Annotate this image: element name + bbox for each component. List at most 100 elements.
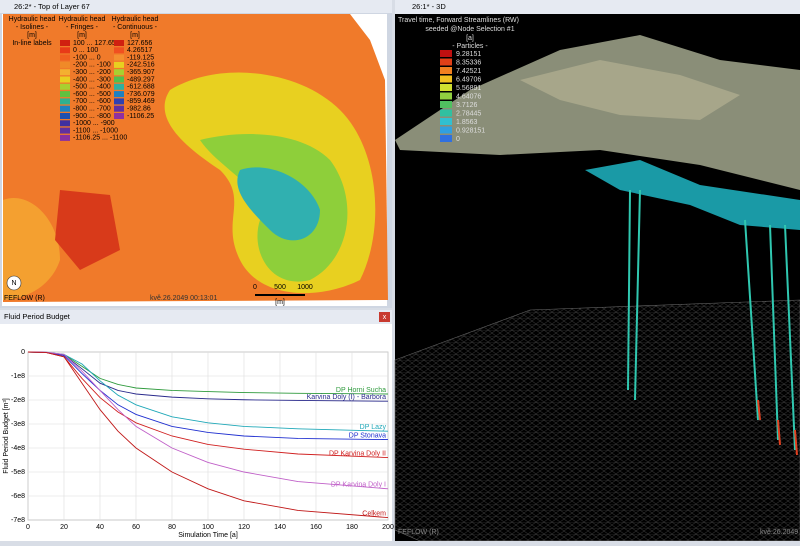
legend-swatch (60, 40, 70, 46)
legend-swatch (114, 98, 124, 105)
north-label: N (11, 280, 16, 287)
y-tick-label: -4e8 (11, 445, 25, 452)
y-tick-label: -5e8 (11, 469, 25, 476)
title-bar[interactable] (0, 310, 392, 324)
legend-style: - Isolines - (16, 24, 49, 31)
legend-unit: [m] (77, 32, 87, 39)
legend-swatch (60, 47, 70, 54)
legend-swatch (114, 83, 124, 90)
legend-item: -300 ... -200 (73, 69, 111, 76)
legend-item: 3.7126 (456, 102, 478, 109)
x-tick-label: 80 (168, 524, 176, 531)
legend-title: Travel time, Forward Streamlines (RW) (398, 17, 519, 24)
brand: FEFLOW (R) (4, 295, 45, 302)
legend-swatch (440, 84, 452, 91)
legend-note: In-line labels (12, 40, 52, 47)
title-bar[interactable] (0, 0, 392, 13)
legend-item: 5.56891 (456, 85, 481, 92)
legend-swatch (440, 75, 452, 83)
legend-item: -700 ... -600 (73, 98, 111, 105)
legend-item: 0.928151 (456, 127, 485, 134)
y-tick-label: -6e8 (11, 493, 25, 500)
legend-item: 2.78445 (456, 110, 481, 117)
legend-swatch (60, 120, 70, 127)
series-line (27, 351, 389, 441)
legend-swatch (114, 91, 124, 98)
series-label: Karvina Doly (I) - Barbora (307, 394, 386, 401)
legend-item: 127.656 (127, 40, 152, 47)
title-bar[interactable] (395, 0, 800, 14)
x-tick-label: 140 (274, 524, 286, 531)
x-tick-label: 60 (132, 524, 140, 531)
legend-item: 1.8563 (456, 119, 478, 126)
x-tick-label: 200 (382, 524, 394, 531)
close-button[interactable] (379, 312, 390, 322)
legend-swatch (440, 67, 452, 74)
legend-swatch (60, 54, 70, 61)
timestamp: kvě.26.2049 (760, 529, 798, 536)
legend-item: -100 ... 0 (73, 54, 101, 61)
x-tick-label: 0 (26, 524, 30, 531)
window-title: 26:1* - 3D (412, 2, 446, 11)
close-label[interactable]: x (383, 314, 387, 321)
y-tick-label: 0 (21, 349, 25, 356)
x-tick-label: 180 (346, 524, 358, 531)
legend-item: -500 ... -400 (73, 84, 111, 91)
legend-item: -800 ... -700 (73, 106, 111, 113)
legend-swatch (60, 113, 70, 119)
series-line (27, 351, 389, 519)
map-zone (55, 190, 120, 270)
series-label: DP Karvina Doly II (329, 450, 386, 457)
scale-unit: [m] (275, 299, 285, 306)
legend-swatch (114, 69, 124, 76)
legend-item: 0 ... 100 (73, 47, 98, 54)
legend-item: 0 (456, 136, 460, 143)
y-tick-label: -3e8 (11, 421, 25, 428)
x-tick-label: 120 (238, 524, 250, 531)
legend-swatch (60, 61, 70, 68)
legend-swatch (114, 47, 124, 54)
x-tick-label: 100 (202, 524, 214, 531)
scale-label: 0 (253, 284, 257, 291)
legend-item: -1106.25 (127, 113, 154, 120)
legend-swatch (60, 83, 70, 90)
x-axis-title: Simulation Time [a] (178, 532, 238, 539)
x-tick-label: 20 (60, 524, 68, 531)
streamlines (627, 189, 796, 451)
y-tick-label: -2e8 (11, 397, 25, 404)
legend-item: -200 ... -100 (73, 62, 111, 69)
terrain-ridge (520, 60, 740, 120)
streamlines (585, 160, 800, 230)
scale-label: 1000 (297, 284, 313, 291)
legend-swatch (440, 126, 452, 134)
series-label: DP Horni Sucha (336, 387, 386, 394)
series-label: DP Lazy (360, 424, 387, 431)
x-tick-label: 40 (96, 524, 104, 531)
legend-swatch (114, 61, 124, 68)
series-line (27, 351, 389, 490)
legend-swatch (440, 101, 452, 108)
legend-style: - Particles - (452, 43, 488, 50)
north-arrow (6, 275, 22, 291)
legend-title: Hydraulic head (9, 16, 56, 23)
brand: FEFLOW (R) (398, 529, 439, 536)
legend-item: -736.079 (127, 91, 155, 98)
legend-swatch (114, 113, 124, 119)
legend-item: 4.26517 (127, 47, 152, 54)
legend-item: -242.516 (127, 62, 155, 69)
legend-swatch (440, 58, 452, 66)
y-axis-title: Fluid Period Budget [m³] (3, 398, 10, 474)
legend-item: 8.35336 (456, 59, 481, 66)
legend-item: -982.86 (127, 106, 151, 113)
legend-swatch (114, 105, 124, 112)
legend-swatch (440, 118, 452, 125)
y-tick-label: -7e8 (11, 517, 25, 524)
legend-item: -119.125 (127, 54, 154, 61)
legend-item: -859.469 (127, 98, 155, 105)
legend-item: 4.64076 (456, 93, 481, 100)
legend-swatch (60, 98, 70, 105)
legend-swatch (60, 91, 70, 98)
legend-style: - Continuous - (113, 24, 158, 31)
